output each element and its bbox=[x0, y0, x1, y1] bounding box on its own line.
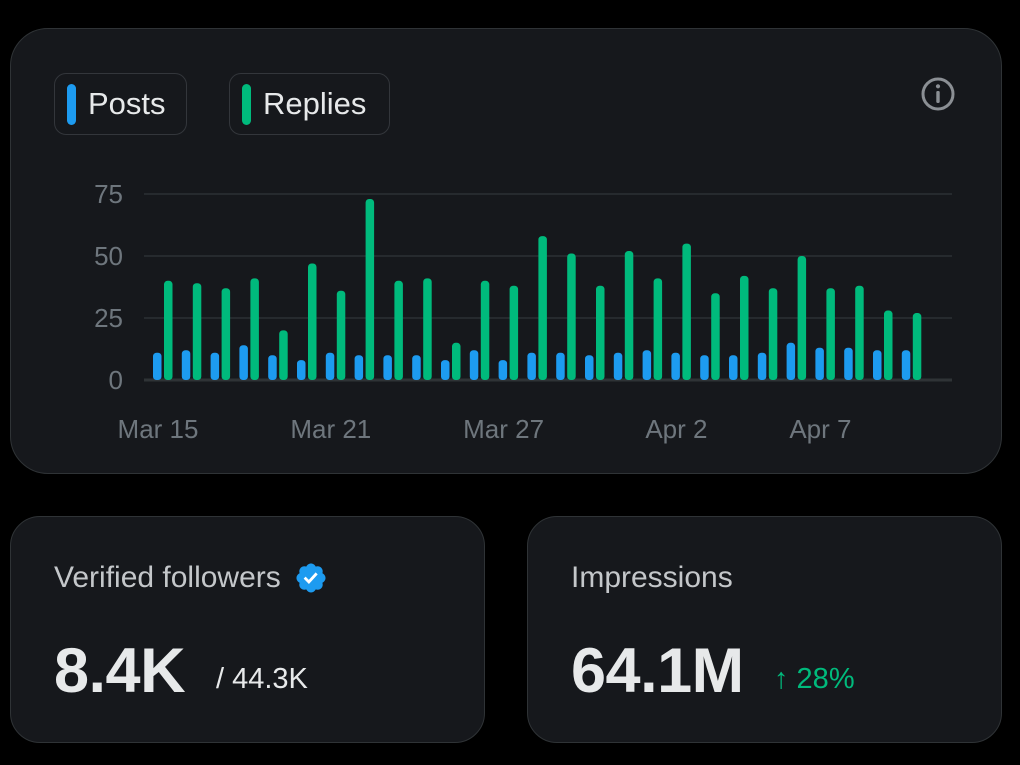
replies-bar[interactable] bbox=[768, 288, 778, 380]
posts-bar[interactable] bbox=[412, 355, 421, 380]
replies-bar[interactable] bbox=[538, 236, 547, 380]
impressions-change: ↑ 28% bbox=[774, 663, 855, 695]
replies-bar[interactable] bbox=[596, 285, 605, 380]
posts-bar[interactable] bbox=[700, 355, 709, 380]
y-tick-label: 75 bbox=[94, 179, 123, 209]
posts-bar[interactable] bbox=[757, 352, 767, 380]
info-circle-icon[interactable] bbox=[919, 75, 957, 113]
replies-bar[interactable] bbox=[192, 283, 202, 380]
x-tick-label: Mar 27 bbox=[463, 414, 544, 444]
replies-bar[interactable] bbox=[423, 278, 432, 380]
activity-chart-card: Posts Replies 0 25 50 75 Mar 15 Mar 21 Mar 27 A… bbox=[10, 28, 1002, 474]
verified-badge-icon bbox=[296, 563, 326, 593]
replies-bar[interactable] bbox=[480, 280, 490, 380]
posts-bar[interactable] bbox=[441, 360, 450, 380]
replies-bar[interactable] bbox=[797, 256, 807, 380]
posts-bar[interactable] bbox=[844, 347, 853, 380]
replies-bar[interactable] bbox=[624, 251, 634, 380]
y-tick-label: 25 bbox=[94, 303, 123, 333]
replies-bar[interactable] bbox=[912, 313, 922, 380]
legend-replies-toggle[interactable]: Replies bbox=[229, 73, 390, 135]
replies-bar[interactable] bbox=[394, 280, 403, 380]
posts-bar[interactable] bbox=[153, 352, 162, 380]
legend-posts-toggle[interactable]: Posts bbox=[54, 73, 187, 135]
posts-bar[interactable] bbox=[729, 355, 738, 380]
replies-bar[interactable] bbox=[336, 290, 346, 380]
followers-value: 8.4K bbox=[54, 636, 186, 706]
replies-bar[interactable] bbox=[711, 293, 720, 380]
impressions-title: Impressions bbox=[571, 561, 733, 594]
legend-replies-label: Replies bbox=[263, 86, 367, 121]
replies-bar[interactable] bbox=[250, 278, 259, 380]
verified-followers-card[interactable]: Verified followers 8.4K / 44.3K bbox=[10, 516, 485, 743]
posts-bar[interactable] bbox=[210, 352, 220, 380]
bar-chart: 0 25 50 75 Mar 15 Mar 21 Mar 27 Apr 2 Apr 7 bbox=[94, 179, 952, 444]
x-tick-label: Apr 7 bbox=[789, 414, 851, 444]
y-tick-label: 0 bbox=[109, 365, 123, 395]
x-tick-label: Apr 2 bbox=[645, 414, 707, 444]
replies-bar[interactable] bbox=[365, 198, 375, 380]
posts-bar[interactable] bbox=[585, 355, 594, 380]
followers-total: / 44.3K bbox=[216, 663, 308, 695]
posts-bar[interactable] bbox=[469, 350, 479, 380]
posts-bar[interactable] bbox=[354, 355, 364, 380]
impressions-card[interactable]: Impressions 64.1M ↑ 28% bbox=[527, 516, 1002, 743]
replies-bar[interactable] bbox=[826, 288, 835, 380]
posts-bar[interactable] bbox=[671, 352, 680, 380]
followers-title: Verified followers bbox=[54, 561, 281, 594]
replies-bar[interactable] bbox=[308, 263, 317, 380]
replies-bar[interactable] bbox=[884, 310, 893, 380]
impressions-title-row: Impressions bbox=[571, 561, 733, 595]
posts-bar[interactable] bbox=[325, 352, 335, 380]
replies-bar[interactable] bbox=[509, 285, 519, 380]
replies-bar[interactable] bbox=[855, 285, 864, 380]
posts-bar[interactable] bbox=[297, 360, 306, 380]
posts-bar[interactable] bbox=[556, 352, 565, 380]
posts-bar[interactable] bbox=[383, 355, 392, 380]
posts-swatch bbox=[67, 83, 76, 125]
replies-swatch bbox=[242, 83, 251, 125]
posts-bar[interactable] bbox=[239, 345, 248, 380]
posts-bar[interactable] bbox=[498, 360, 508, 380]
replies-bar[interactable] bbox=[567, 253, 576, 380]
posts-bar[interactable] bbox=[527, 352, 536, 380]
posts-bar[interactable] bbox=[873, 350, 882, 380]
replies-bar[interactable] bbox=[653, 278, 663, 380]
posts-bar[interactable] bbox=[268, 355, 277, 380]
posts-bar[interactable] bbox=[815, 347, 824, 380]
posts-bar[interactable] bbox=[642, 350, 652, 380]
x-tick-label: Mar 21 bbox=[290, 414, 371, 444]
followers-title-row: Verified followers bbox=[54, 561, 328, 595]
replies-bar[interactable] bbox=[682, 243, 691, 380]
posts-bar[interactable] bbox=[901, 350, 911, 380]
replies-bar[interactable] bbox=[164, 280, 173, 380]
posts-bar[interactable] bbox=[613, 352, 623, 380]
replies-bar[interactable] bbox=[279, 330, 288, 380]
y-tick-label: 50 bbox=[94, 241, 123, 271]
posts-bar[interactable] bbox=[786, 342, 796, 380]
posts-bar[interactable] bbox=[181, 350, 191, 380]
impressions-value: 64.1M bbox=[571, 636, 744, 706]
replies-bar[interactable] bbox=[221, 288, 231, 380]
replies-bar[interactable] bbox=[740, 275, 749, 380]
legend-posts-label: Posts bbox=[88, 86, 166, 121]
x-tick-label: Mar 15 bbox=[118, 414, 199, 444]
replies-bar[interactable] bbox=[452, 342, 461, 380]
